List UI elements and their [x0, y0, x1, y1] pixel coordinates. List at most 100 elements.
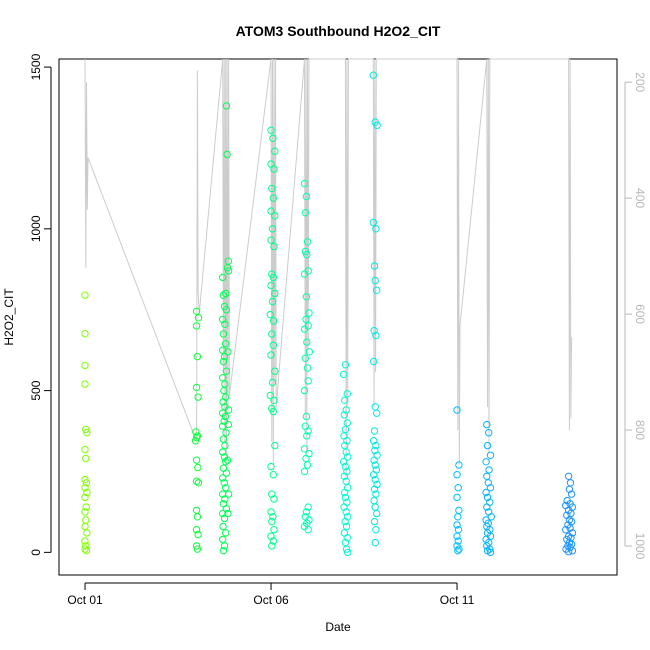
- data-point: [453, 406, 461, 414]
- data-point: [222, 306, 231, 314]
- data-point: [269, 134, 277, 143]
- data-point: [192, 428, 200, 436]
- data-point: [222, 458, 230, 466]
- data-point: [219, 448, 227, 456]
- data-point: [271, 289, 279, 298]
- data-point: [303, 338, 311, 346]
- data-point: [302, 508, 311, 516]
- data-point: [343, 390, 351, 398]
- data-point: [304, 377, 312, 385]
- data-point: [373, 121, 381, 130]
- data-point: [194, 314, 203, 322]
- data-point: [485, 466, 493, 474]
- data-point: [224, 420, 233, 429]
- data-point: [370, 496, 378, 505]
- data-point: [339, 370, 348, 379]
- data-point: [341, 425, 350, 434]
- data-point: [453, 521, 461, 529]
- data-point: [300, 467, 309, 476]
- data-point: [194, 463, 202, 472]
- data-point: [222, 469, 231, 477]
- data-point: [220, 479, 228, 487]
- data-point: [483, 493, 492, 502]
- data-point: [342, 448, 350, 456]
- data-point: [268, 517, 276, 526]
- data-point: [191, 437, 200, 445]
- data-point: [300, 325, 309, 333]
- data-point: [484, 479, 492, 487]
- data-point: [455, 461, 463, 469]
- x-tick-label: Oct 06: [253, 593, 289, 607]
- data-point: [267, 462, 275, 471]
- data-point: [343, 534, 351, 542]
- data-point: [453, 471, 461, 479]
- data-point: [302, 412, 311, 421]
- data-point: [300, 270, 309, 278]
- data-point: [220, 386, 228, 395]
- data-point: [344, 548, 352, 557]
- data-point: [221, 320, 229, 328]
- data-point: [341, 361, 350, 369]
- data-point: [267, 207, 275, 215]
- data-point: [219, 374, 227, 382]
- data-point: [194, 530, 202, 539]
- data-point: [341, 462, 350, 471]
- data-point: [485, 429, 493, 437]
- data-point: [483, 420, 491, 429]
- data-point: [222, 529, 230, 537]
- data-point: [482, 458, 490, 466]
- y-axis-left: 0 500 1000 1500: [29, 53, 52, 556]
- data-point: [222, 102, 231, 110]
- x-axis: Oct 01 Oct 06 Oct 11: [67, 582, 475, 607]
- data-point: [343, 419, 351, 427]
- data-point: [268, 490, 276, 498]
- y2-tick-label: 400: [633, 188, 647, 208]
- data-point: [304, 503, 312, 511]
- data-point: [223, 456, 232, 464]
- data-point: [219, 273, 227, 282]
- data-point: [302, 192, 311, 201]
- data-point: [371, 475, 379, 484]
- data-point: [192, 506, 201, 514]
- data-point: [455, 506, 463, 514]
- data-point: [220, 514, 229, 523]
- data-point: [454, 484, 462, 492]
- data-point: [268, 330, 276, 338]
- data-point: [369, 218, 377, 227]
- data-point: [486, 545, 494, 553]
- data-point: [219, 315, 227, 324]
- data-point: [304, 427, 312, 435]
- data-point: [192, 477, 201, 485]
- data-point: [487, 513, 495, 521]
- data-point: [81, 508, 89, 516]
- data-point: [219, 357, 228, 366]
- data-point: [223, 264, 232, 272]
- data-point: [222, 484, 230, 492]
- data-point: [192, 433, 201, 442]
- data-point: [341, 488, 349, 497]
- data-point: [371, 403, 379, 411]
- data-point: [454, 547, 462, 555]
- data-point: [267, 532, 275, 540]
- data-point: [371, 538, 379, 547]
- data-point: [219, 522, 227, 531]
- data-point: [370, 262, 379, 270]
- x-tick-label: Oct 11: [440, 593, 475, 607]
- data-point: [270, 495, 278, 503]
- data-point: [82, 547, 91, 555]
- data-point: [269, 471, 277, 479]
- data-point: [219, 547, 228, 555]
- data-point: [341, 396, 349, 404]
- data-point: [83, 488, 91, 497]
- data-point: [192, 542, 201, 550]
- data-point: [194, 479, 203, 487]
- data-point: [82, 516, 90, 524]
- data-point: [372, 331, 380, 340]
- data-point: [303, 432, 311, 440]
- data-point: [224, 406, 233, 414]
- data-point: [486, 451, 495, 459]
- data-point: [271, 367, 279, 375]
- data-point: [270, 242, 278, 251]
- pressure-line: [84, 58, 573, 477]
- data-point: [372, 225, 380, 233]
